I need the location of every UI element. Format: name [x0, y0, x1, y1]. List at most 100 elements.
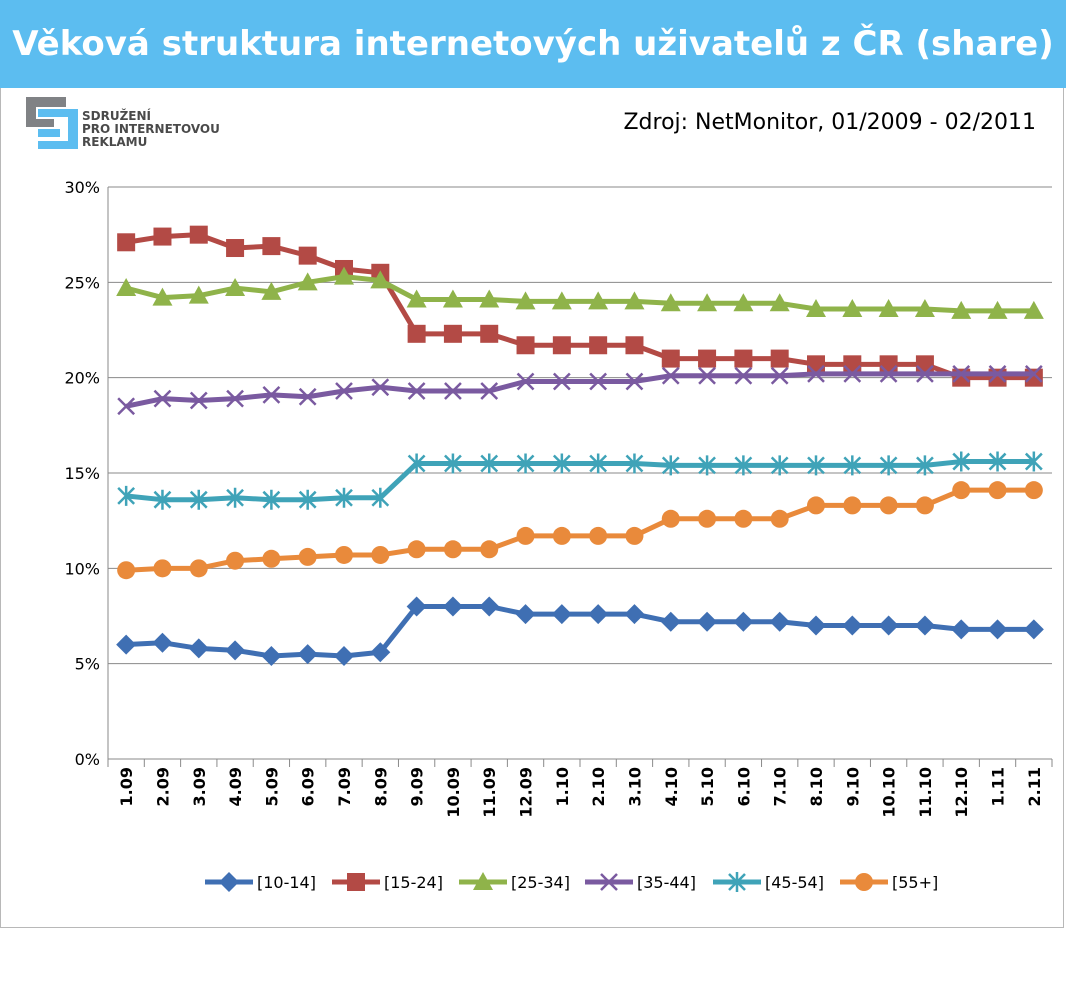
data-point	[661, 366, 680, 385]
data-point	[951, 619, 972, 640]
data-point	[624, 291, 645, 310]
x-tick-label: 4.09	[226, 767, 245, 806]
data-point	[697, 293, 718, 312]
data-point	[116, 634, 137, 655]
legend-entry: [55+]	[840, 873, 938, 892]
x-tick-label: 5.10	[698, 767, 717, 806]
data-point	[552, 453, 571, 474]
data-point	[698, 455, 716, 476]
data-point	[225, 278, 246, 297]
data-point	[516, 453, 535, 474]
x-tick-label: 4.10	[662, 767, 681, 806]
data-point	[806, 615, 826, 636]
data-point	[515, 604, 536, 625]
data-point	[188, 285, 209, 304]
x-tick-label: 7.10	[771, 767, 790, 806]
x-tick-label: 1.11	[989, 767, 1008, 806]
data-point	[843, 364, 862, 383]
data-point	[552, 372, 571, 391]
data-point	[153, 227, 172, 246]
x-tick-label: 9.09	[408, 767, 427, 806]
data-point	[661, 349, 680, 368]
data-point	[987, 300, 1008, 319]
data-point	[589, 453, 608, 474]
data-point	[770, 366, 789, 385]
data-point	[916, 364, 934, 383]
logo-icon	[26, 97, 78, 149]
data-point	[219, 872, 239, 892]
y-tick-label: 30%	[64, 178, 100, 197]
legend-label: [55+]	[892, 873, 938, 892]
data-point	[189, 391, 208, 410]
x-tick-label: 10.10	[880, 767, 899, 818]
data-point	[117, 397, 136, 416]
data-point	[407, 324, 426, 343]
data-point	[442, 596, 463, 617]
data-point	[479, 289, 500, 308]
data-point	[226, 551, 245, 570]
x-tick-label: 12.09	[517, 767, 536, 818]
series-line	[125, 274, 1034, 314]
data-point	[189, 225, 208, 244]
x-tick-label: 11.10	[916, 767, 935, 818]
data-point	[116, 278, 137, 297]
data-point	[698, 349, 717, 368]
data-point	[516, 336, 535, 355]
data-point	[807, 355, 825, 374]
data-point	[153, 489, 172, 510]
data-point	[117, 485, 136, 506]
x-tick-label: 6.10	[734, 767, 753, 806]
data-point	[1023, 300, 1044, 319]
series-square	[117, 225, 1043, 387]
legend-label: [35-44]	[637, 873, 696, 892]
data-point	[444, 382, 462, 400]
chart-title: Věková struktura internetových uživatelů…	[0, 0, 1066, 88]
x-tick-label: 11.09	[480, 767, 499, 818]
data-point	[728, 872, 746, 892]
data-point	[1024, 451, 1043, 472]
data-point	[516, 372, 535, 391]
x-tick-label: 2.10	[589, 767, 608, 806]
series-circle	[117, 481, 1043, 580]
data-point	[878, 615, 899, 636]
data-point	[334, 646, 354, 667]
data-point	[335, 382, 353, 400]
data-point	[334, 266, 354, 285]
data-point	[552, 336, 571, 355]
y-tick-label: 0%	[75, 750, 100, 769]
data-point	[335, 545, 353, 564]
data-point	[1023, 619, 1044, 640]
data-point	[952, 451, 971, 472]
x-tick-label: 5.09	[262, 767, 281, 806]
data-point	[734, 509, 753, 528]
data-point	[298, 387, 317, 406]
data-point	[480, 540, 499, 559]
data-point	[625, 372, 644, 391]
data-point	[442, 289, 463, 308]
data-point	[371, 487, 390, 508]
data-point	[625, 336, 644, 355]
data-point	[988, 481, 1007, 500]
series-line	[125, 232, 1034, 381]
data-point	[588, 604, 609, 625]
data-point	[916, 455, 934, 476]
data-point	[915, 355, 934, 374]
data-point	[188, 638, 209, 659]
data-point	[952, 364, 971, 383]
series-line	[126, 603, 1034, 659]
data-point	[698, 366, 716, 385]
data-point	[733, 611, 754, 632]
source-note: Zdroj: NetMonitor, 01/2009 - 02/2011	[623, 110, 1036, 135]
data-point	[855, 873, 873, 891]
data-point	[843, 355, 862, 374]
x-tick-label: 1.10	[553, 767, 572, 806]
data-point	[988, 364, 1007, 383]
series-line	[126, 487, 1034, 573]
data-point	[914, 299, 935, 318]
data-point	[951, 300, 972, 319]
data-point	[117, 233, 136, 252]
x-tick-label: 8.09	[371, 767, 390, 806]
data-point	[879, 496, 898, 515]
data-point	[262, 385, 281, 404]
data-point	[734, 366, 753, 385]
